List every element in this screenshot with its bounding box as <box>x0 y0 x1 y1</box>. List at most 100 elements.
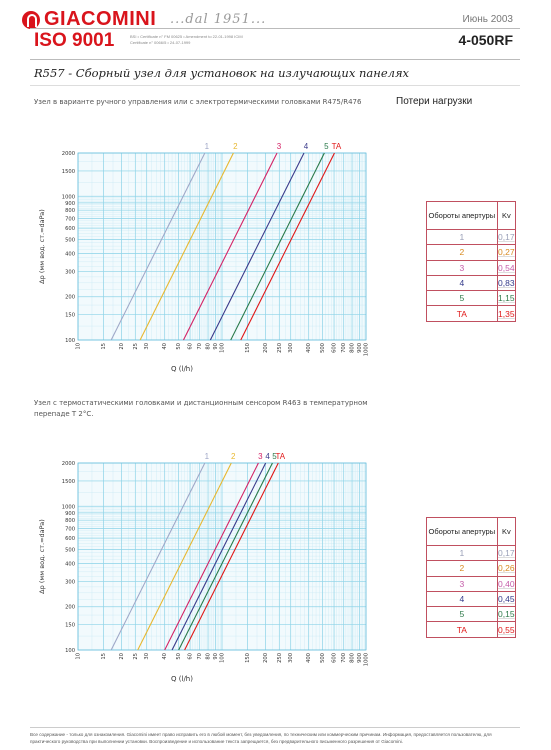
turns-cell: 4 <box>426 590 498 608</box>
logo-mark-icon <box>22 10 40 29</box>
kv-table-row: 5 1,15 <box>426 290 517 307</box>
kv-cell: 0,17 <box>496 228 517 246</box>
kv-table-row: TA 1,35 <box>426 305 517 322</box>
y-tick-label: 100 <box>65 648 75 654</box>
curve-label: 5 <box>272 452 277 461</box>
turns-cell: 1 <box>426 544 498 562</box>
x-tick-label: 70 <box>197 343 203 350</box>
kv-cell: 0,54 <box>496 259 517 276</box>
kv-cell: 0,27 <box>496 244 517 261</box>
y-tick-label: 300 <box>65 579 75 585</box>
x-tick-label: 70 <box>197 653 203 660</box>
x-tick-label: 90 <box>213 653 219 660</box>
disclaimer-text: Все содержание - только для ознакомления… <box>30 732 492 744</box>
curve-label: 1 <box>205 142 210 151</box>
y-tick-label: 150 <box>65 623 75 629</box>
curve-label: 3 <box>277 142 282 151</box>
turns-cell: 4 <box>426 274 498 292</box>
curve-label: 4 <box>265 452 270 461</box>
x-tick-label: 900 <box>357 653 363 663</box>
kv-table-row: 4 0,45 <box>426 590 517 608</box>
title-divider <box>30 85 520 86</box>
y-tick-label: 900 <box>65 201 75 207</box>
x-tick-label: 500 <box>320 343 326 353</box>
x-tick-label: 150 <box>245 343 251 353</box>
y-tick-label: 500 <box>65 548 75 554</box>
x-tick-label: 100 <box>220 653 226 663</box>
x-tick-label: 50 <box>176 343 182 350</box>
y-tick-label: 2000 <box>62 151 75 157</box>
curve-ta <box>240 152 335 341</box>
x-tick-label: 200 <box>263 653 269 663</box>
kv-table-thermostatic: Обороты апертуры Kv 1 0,17 2 0,26 3 0,40 4 0,45… <box>426 517 517 638</box>
curve-1 <box>110 462 206 651</box>
header-divider <box>30 59 520 60</box>
kv-table-header: Обороты апертуры Kv <box>426 201 517 230</box>
footer-divider <box>30 727 520 728</box>
x-tick-label: 1000 <box>364 343 370 356</box>
curve-label: 5 <box>324 142 329 151</box>
kv-table-row: 3 0,40 <box>426 575 517 592</box>
y-axis-label: Δp (мм вод. ст.=daPa) <box>38 209 46 284</box>
x-tick-label: 400 <box>306 653 312 663</box>
chart-frame <box>77 462 367 651</box>
x-tick-label: 20 <box>119 343 125 350</box>
kv-cell: 0,15 <box>496 606 517 623</box>
kv-header: Kv <box>496 517 517 546</box>
x-tick-label: 700 <box>341 343 347 353</box>
x-tick-label: 60 <box>188 653 194 660</box>
x-tick-label: 100 <box>220 343 226 353</box>
x-tick-label: 40 <box>162 343 168 350</box>
certificate-line: BSI • Certificate n° FM 00625 • Amendmen… <box>130 34 243 39</box>
curve-label: TA <box>275 452 285 461</box>
y-tick-label: 800 <box>65 208 75 214</box>
x-tick-label: 900 <box>357 343 363 353</box>
y-tick-label: 600 <box>65 536 75 542</box>
x-tick-label: 80 <box>206 343 212 350</box>
curve-label: TA <box>332 142 342 151</box>
y-tick-label: 100 <box>65 338 75 344</box>
pressure-loss-label: Потери нагрузки <box>396 96 473 107</box>
document-code: 4-050RF <box>458 32 513 48</box>
chart-2-caption: Узел с термостатическими головками и дис… <box>34 399 368 418</box>
curve-label: 1 <box>205 452 210 461</box>
kv-table-manual: Обороты апертуры Kv 1 0,17 2 0,27 3 0,54 4 0,83… <box>426 201 517 322</box>
y-tick-label: 400 <box>65 251 75 257</box>
turns-cell: 5 <box>426 290 498 307</box>
turns-cell: 5 <box>426 606 498 623</box>
y-tick-label: 150 <box>65 313 75 319</box>
x-tick-label: 800 <box>350 653 356 663</box>
chart-grid <box>77 462 367 651</box>
kv-table-row: 4 0,83 <box>426 274 517 292</box>
giacomini-logo: GIACOMINI <box>22 8 156 31</box>
turns-header: Обороты апертуры <box>426 201 498 230</box>
x-tick-label: 600 <box>332 653 338 663</box>
turns-cell: TA <box>426 305 498 322</box>
turns-header: Обороты апертуры <box>426 517 498 546</box>
kv-cell: 0,26 <box>496 560 517 577</box>
x-tick-label: 300 <box>288 343 294 353</box>
pressure-loss-chart-manual: 2000150010009008007006005004003002001501… <box>38 142 370 373</box>
y-tick-label: 500 <box>65 238 75 244</box>
x-tick-label: 20 <box>119 653 125 660</box>
turns-cell: 3 <box>426 259 498 276</box>
chart-1-caption: Узел в варианте ручного управления или с… <box>34 98 362 106</box>
certificate-info: BSI • Certificate n° FM 00625 • Amendmen… <box>130 34 243 46</box>
kv-table-row: 2 0,27 <box>426 244 517 261</box>
curve-3 <box>182 152 278 341</box>
turns-cell: 1 <box>426 228 498 246</box>
x-tick-label: 10 <box>76 653 82 660</box>
x-tick-label: 40 <box>162 653 168 660</box>
curve-4 <box>171 462 267 651</box>
x-tick-label: 250 <box>277 343 283 353</box>
curve-2 <box>137 462 232 651</box>
y-tick-label: 200 <box>65 295 75 301</box>
y-tick-label: 400 <box>65 561 75 567</box>
page-header: GIACOMINI ...dal 1951... Июнь 2003 ISO 9… <box>0 0 551 62</box>
x-tick-label: 300 <box>288 653 294 663</box>
turns-cell: TA <box>426 621 498 638</box>
certificate-line: Certificate n° 0066/5 • 24-07-1999 <box>130 40 191 45</box>
page-title: R557 - Сборный узел для установок на изл… <box>34 66 410 80</box>
chart-frame <box>77 152 367 341</box>
x-tick-label: 200 <box>263 343 269 353</box>
